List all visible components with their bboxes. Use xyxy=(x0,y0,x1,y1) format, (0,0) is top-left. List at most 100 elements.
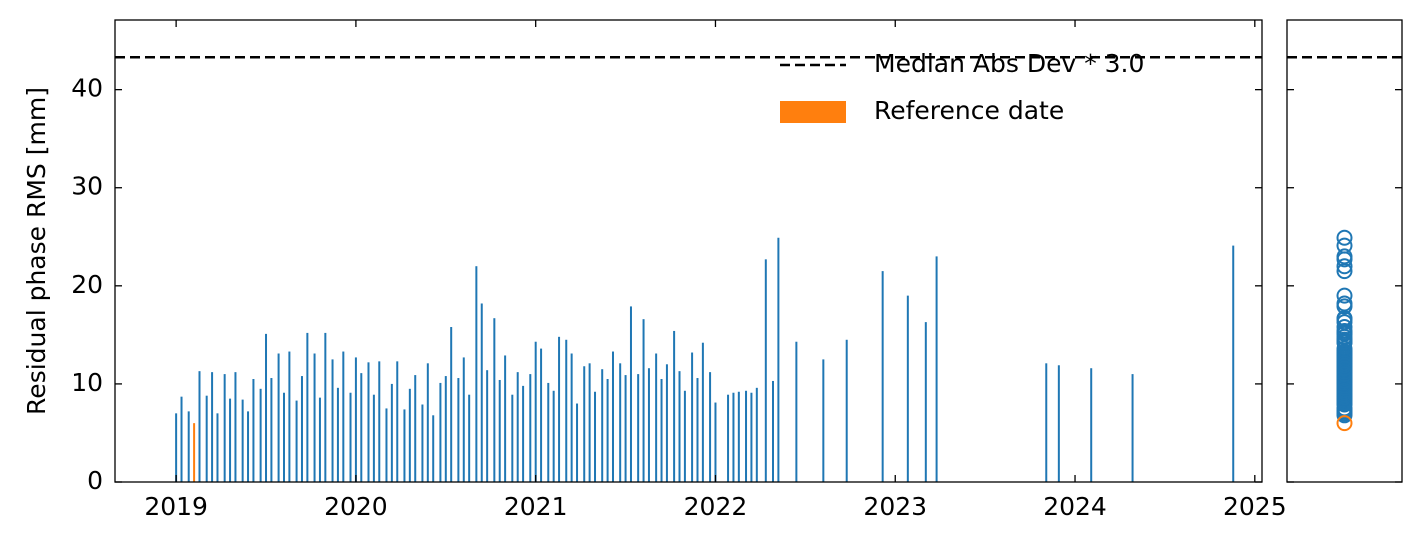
bar xyxy=(205,395,208,482)
bar xyxy=(270,378,273,482)
bar xyxy=(414,375,417,482)
bar xyxy=(234,372,237,482)
bar xyxy=(408,388,411,482)
bar xyxy=(504,355,507,482)
bar xyxy=(457,378,460,482)
bar xyxy=(714,402,717,482)
bar xyxy=(624,375,627,482)
bar xyxy=(444,376,447,482)
bar xyxy=(665,364,668,482)
bar xyxy=(295,400,298,482)
side-point xyxy=(1336,229,1353,246)
bar xyxy=(642,319,645,482)
bar xyxy=(300,376,303,482)
bar xyxy=(777,237,780,482)
bar xyxy=(480,303,483,482)
bar xyxy=(403,409,406,482)
bar xyxy=(845,339,848,482)
bar xyxy=(390,383,393,482)
bar xyxy=(378,361,381,482)
side-point xyxy=(1336,248,1353,265)
bar xyxy=(570,353,573,482)
bar xyxy=(360,373,363,482)
bar xyxy=(1131,374,1134,482)
bar xyxy=(691,352,694,482)
legend-reference-swatch xyxy=(780,101,846,123)
bar xyxy=(198,371,201,482)
bar xyxy=(421,404,424,482)
side-point xyxy=(1336,287,1353,304)
x-tick-label: 2020 xyxy=(324,492,388,521)
bar xyxy=(486,370,489,482)
x-tick-label: 2022 xyxy=(684,492,748,521)
bar xyxy=(259,388,262,482)
bar xyxy=(475,266,478,482)
bar xyxy=(764,259,767,482)
bar xyxy=(331,359,334,482)
side-point xyxy=(1336,331,1353,348)
bar xyxy=(732,392,735,482)
bar xyxy=(547,382,550,482)
bar xyxy=(265,333,268,482)
bar xyxy=(881,271,884,482)
bar xyxy=(601,369,604,482)
bar xyxy=(180,396,183,482)
bar xyxy=(211,372,214,482)
legend-label: Reference date xyxy=(874,96,1064,125)
bar xyxy=(385,408,388,482)
bar xyxy=(655,353,658,482)
y-tick-label: 30 xyxy=(71,172,103,201)
bar xyxy=(594,391,597,482)
bar xyxy=(277,353,280,482)
bar xyxy=(450,327,453,482)
bar xyxy=(318,397,321,482)
y-axis-label: Residual phase RMS [mm] xyxy=(22,87,51,415)
bar xyxy=(606,379,609,482)
bar xyxy=(439,382,442,482)
bar xyxy=(187,411,190,482)
side-point xyxy=(1336,344,1353,361)
x-tick-label: 2021 xyxy=(504,492,568,521)
bar xyxy=(511,394,514,482)
side-point xyxy=(1336,237,1353,254)
reference-bar xyxy=(193,423,196,482)
bar xyxy=(349,392,352,482)
side-point xyxy=(1336,258,1353,275)
bar xyxy=(660,379,663,482)
bar xyxy=(678,371,681,482)
bar xyxy=(175,413,178,482)
side-point xyxy=(1336,322,1353,339)
bar xyxy=(924,322,927,482)
y-tick-label: 20 xyxy=(71,270,103,299)
bar xyxy=(372,394,375,482)
bar xyxy=(396,361,399,482)
bar xyxy=(935,256,938,482)
bar xyxy=(1045,363,1048,482)
bar xyxy=(611,351,614,482)
bar xyxy=(516,372,519,482)
bar xyxy=(565,339,568,482)
bar xyxy=(709,372,712,482)
bar xyxy=(737,391,740,482)
side-reference-point xyxy=(1336,415,1353,432)
bar xyxy=(462,357,465,482)
bar xyxy=(755,387,758,482)
bar xyxy=(342,351,345,482)
bar xyxy=(223,374,226,482)
bar xyxy=(229,398,232,482)
side-point xyxy=(1336,314,1353,331)
y-tick-label: 10 xyxy=(71,368,103,397)
y-tick-label: 0 xyxy=(87,466,103,495)
bar xyxy=(822,359,825,482)
side-point xyxy=(1336,372,1353,389)
bar xyxy=(727,394,730,482)
bar xyxy=(540,348,543,482)
bar xyxy=(647,368,650,482)
bar xyxy=(468,394,471,482)
bar xyxy=(1232,245,1235,482)
bar xyxy=(637,374,640,482)
bar xyxy=(336,387,339,482)
bar xyxy=(282,392,285,482)
bar xyxy=(583,366,586,482)
bar xyxy=(498,379,501,482)
